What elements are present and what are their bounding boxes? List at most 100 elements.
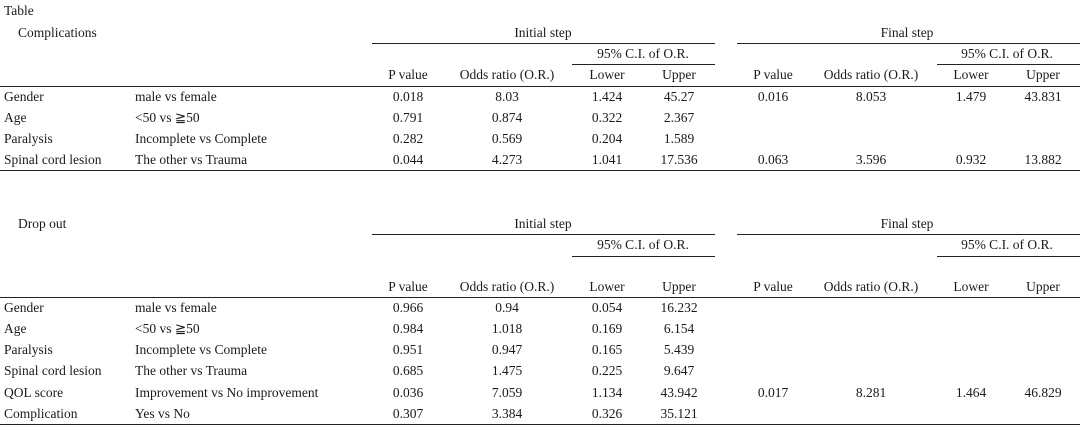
cell-lower: 0.326 xyxy=(591,406,623,421)
final-step-header: Final step xyxy=(880,216,934,231)
cell-p-value: 0.966 xyxy=(392,300,424,315)
initial-step-rule xyxy=(372,43,715,44)
header-bottom-rule xyxy=(0,297,1080,298)
cell-odds-ratio: 0.874 xyxy=(491,110,523,125)
col-header-odds-ratio: Odds ratio (O.R.) xyxy=(459,67,555,82)
col-header-p-value: P value xyxy=(753,279,793,294)
cell-lower: 1.424 xyxy=(591,89,623,104)
cell-lower: 0.169 xyxy=(591,321,623,336)
cell-upper: 13.882 xyxy=(1024,152,1062,167)
cell-upper: 2.367 xyxy=(663,110,695,125)
cell-odds-ratio: 0.94 xyxy=(495,300,519,315)
col-header-lower: Lower xyxy=(953,279,989,294)
col-header-upper: Upper xyxy=(662,279,696,294)
ci-rule-initial xyxy=(572,64,715,65)
row-variable: Gender xyxy=(4,89,44,104)
ci-rule-initial xyxy=(572,256,715,257)
cell-p-value: 0.016 xyxy=(757,89,789,104)
cell-lower: 0.932 xyxy=(955,152,987,167)
ci-rule-final xyxy=(937,64,1080,65)
row-comparison: male vs female xyxy=(135,89,217,104)
row-variable: Complication xyxy=(4,406,78,421)
col-header-upper: Upper xyxy=(662,67,696,82)
cell-odds-ratio: 8.281 xyxy=(855,385,887,400)
cell-p-value: 0.063 xyxy=(757,152,789,167)
row-variable: Age xyxy=(4,110,27,125)
cell-odds-ratio: 0.569 xyxy=(491,131,523,146)
col-header-upper: Upper xyxy=(1026,279,1060,294)
cell-odds-ratio: 0.947 xyxy=(491,342,523,357)
col-header-p-value: P value xyxy=(388,279,428,294)
cell-odds-ratio: 3.596 xyxy=(855,152,887,167)
initial-step-rule xyxy=(372,234,715,235)
cell-p-value: 0.951 xyxy=(392,342,424,357)
cell-odds-ratio: 3.384 xyxy=(491,406,523,421)
row-comparison: The other vs Trauma xyxy=(135,152,248,167)
cell-p-value: 0.044 xyxy=(392,152,424,167)
row-variable: Spinal cord lesion xyxy=(4,363,102,378)
cell-upper: 6.154 xyxy=(663,321,695,336)
col-header-p-value: P value xyxy=(753,67,793,82)
cell-upper: 46.829 xyxy=(1024,385,1062,400)
cell-odds-ratio: 1.475 xyxy=(491,363,523,378)
col-header-odds-ratio: Odds ratio (O.R.) xyxy=(459,279,555,294)
cell-p-value: 0.984 xyxy=(392,321,424,336)
ci-header-initial: 95% C.I. of O.R. xyxy=(597,46,689,61)
row-comparison: The other vs Trauma xyxy=(135,363,248,378)
cell-lower: 1.464 xyxy=(955,385,987,400)
initial-step-header: Initial step xyxy=(514,25,572,40)
cell-lower: 0.204 xyxy=(591,131,623,146)
cell-p-value: 0.018 xyxy=(392,89,424,104)
cell-odds-ratio: 8.053 xyxy=(855,89,887,104)
cell-upper: 43.831 xyxy=(1024,89,1062,104)
cell-upper: 1.589 xyxy=(663,131,695,146)
section-title: Drop out xyxy=(18,216,67,231)
cell-odds-ratio: 4.273 xyxy=(491,152,523,167)
cell-lower: 1.479 xyxy=(955,89,987,104)
cell-lower: 1.134 xyxy=(591,385,623,400)
cell-lower: 0.054 xyxy=(591,300,623,315)
cell-upper: 17.536 xyxy=(660,152,698,167)
cell-lower: 1.041 xyxy=(591,152,623,167)
row-variable: Gender xyxy=(4,300,44,315)
cell-p-value: 0.036 xyxy=(392,385,424,400)
row-variable: QOL score xyxy=(4,385,64,400)
row-comparison: Yes vs No xyxy=(135,406,190,421)
cell-upper: 43.942 xyxy=(660,385,698,400)
row-variable: Spinal cord lesion xyxy=(4,152,102,167)
section-title: Complications xyxy=(18,25,97,40)
cell-lower: 0.225 xyxy=(591,363,623,378)
table-caption: Table xyxy=(4,3,34,18)
col-header-lower: Lower xyxy=(589,279,625,294)
section-bottom-rule xyxy=(0,424,1080,425)
cell-lower: 0.165 xyxy=(591,342,623,357)
col-header-upper: Upper xyxy=(1026,67,1060,82)
ci-header-final: 95% C.I. of O.R. xyxy=(961,46,1053,61)
cell-upper: 9.647 xyxy=(663,363,695,378)
initial-step-header: Initial step xyxy=(514,216,572,231)
col-header-odds-ratio: Odds ratio (O.R.) xyxy=(823,279,919,294)
ci-header-final: 95% C.I. of O.R. xyxy=(961,237,1053,252)
section-bottom-rule xyxy=(0,170,1080,171)
cell-p-value: 0.282 xyxy=(392,131,424,146)
row-variable: Age xyxy=(4,321,27,336)
ci-rule-final xyxy=(937,256,1080,257)
row-comparison: male vs female xyxy=(135,300,217,315)
cell-odds-ratio: 1.018 xyxy=(491,321,523,336)
cell-p-value: 0.017 xyxy=(757,385,789,400)
col-header-p-value: P value xyxy=(388,67,428,82)
cell-p-value: 0.791 xyxy=(392,110,424,125)
cell-lower: 0.322 xyxy=(591,110,623,125)
cell-p-value: 0.685 xyxy=(392,363,424,378)
cell-upper: 16.232 xyxy=(660,300,698,315)
header-bottom-rule xyxy=(0,86,1080,87)
col-header-lower: Lower xyxy=(953,67,989,82)
final-step-rule xyxy=(737,234,1080,235)
cell-odds-ratio: 7.059 xyxy=(491,385,523,400)
final-step-rule xyxy=(737,43,1080,44)
cell-odds-ratio: 8.03 xyxy=(495,89,519,104)
row-comparison: Incomplete vs Complete xyxy=(135,131,267,146)
col-header-lower: Lower xyxy=(589,67,625,82)
row-variable: Paralysis xyxy=(4,342,53,357)
row-comparison: Improvement vs No improvement xyxy=(135,385,319,400)
